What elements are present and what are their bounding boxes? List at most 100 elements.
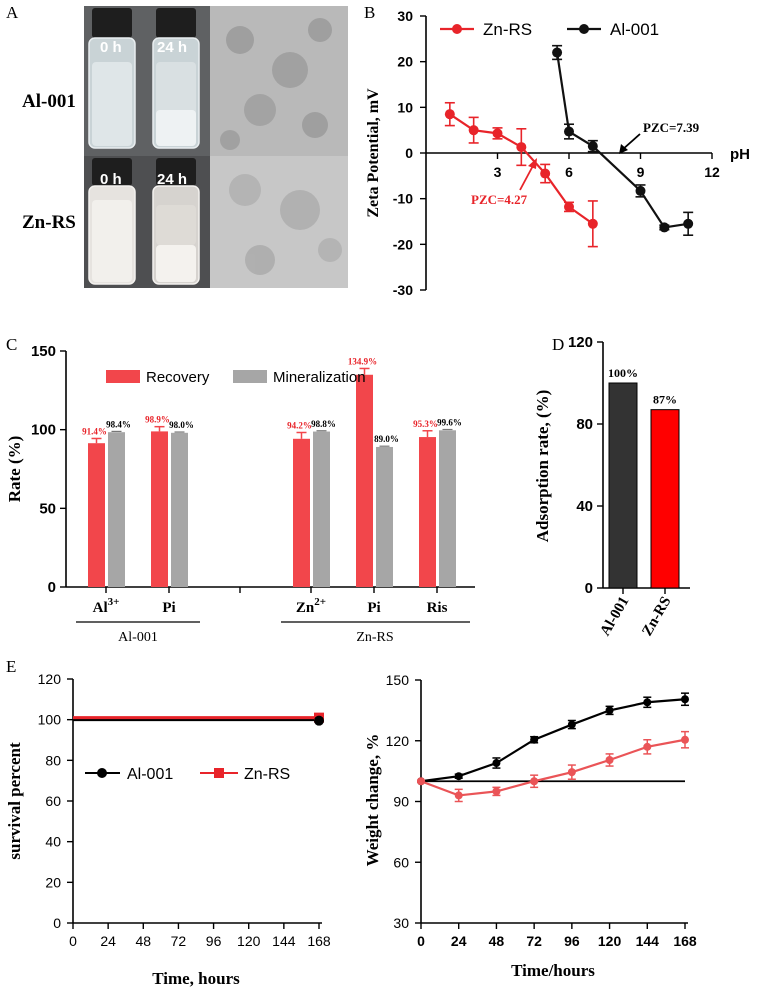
x-tick-label: 144 (272, 933, 296, 949)
data-point (492, 759, 501, 768)
data-point (567, 768, 576, 777)
photo-panel: 0 h 24 h 0 h 24 h (84, 6, 348, 288)
y-tick-label: -20 (393, 236, 413, 252)
panel-label-b: B (364, 3, 375, 22)
x-tick-label: 168 (673, 933, 697, 949)
x-tick-label: 0 (69, 933, 77, 949)
legend-label: Zn-RS (483, 20, 532, 39)
x-tick-label: 24 (100, 933, 116, 949)
data-point (530, 735, 539, 744)
data-point (530, 777, 539, 786)
x-tick-label: Pi (367, 600, 380, 616)
data-point (567, 720, 576, 729)
legend-marker-al001 (97, 768, 107, 778)
x-tick-label: 72 (171, 933, 187, 949)
y-tick-label: 30 (393, 915, 409, 931)
x-tick-label: Al3+ (93, 596, 120, 616)
y-tick-label: 120 (38, 671, 62, 687)
bar-recovery (151, 431, 168, 587)
y-axis-label: Rate (%) (5, 436, 24, 503)
bar-mineralization (171, 432, 188, 587)
data-point (492, 128, 503, 139)
data-point (659, 222, 670, 233)
time-label-0h-bottom: 0 h (100, 171, 122, 188)
value-label-mineralization: 98.8% (311, 419, 336, 429)
group-label-znrs: Zn-RS (356, 630, 393, 645)
bar-recovery (293, 438, 310, 587)
value-label-recovery: 98.9% (145, 415, 170, 425)
value-label: 100% (608, 366, 638, 380)
legend-marker (452, 24, 462, 34)
y-tick-label: 0 (405, 145, 413, 161)
series-line-al-001 (555, 52, 689, 229)
bar-recovery (419, 437, 436, 587)
vial-znrs-24h (152, 158, 200, 285)
vial-znrs-0h (88, 158, 136, 285)
y-tick-label: 100 (38, 712, 62, 728)
y-tick-label: 10 (397, 99, 413, 115)
pzc-arrowhead-znrs (528, 158, 537, 169)
x-tick-label: 72 (526, 933, 542, 949)
y-tick-label: 60 (45, 793, 61, 809)
legend-label-mineralization: Mineralization (273, 369, 366, 386)
legend-swatch-recovery (106, 370, 140, 383)
value-label-recovery: 95.3% (413, 419, 438, 429)
y-axis-label: Zeta Potential, mV (365, 88, 382, 218)
data-point-al001 (314, 715, 324, 726)
x-tick-label: Zn-RS (639, 594, 674, 639)
weight-change-chart: 30 60 90 120 150 0 24 48 72 96 120 144 168 Time/hours… (363, 672, 697, 980)
x-tick-label: 48 (135, 933, 151, 949)
y-tick-label: -10 (393, 191, 413, 207)
data-point (683, 218, 694, 229)
y-tick-label: 100 (31, 422, 56, 439)
bar-mineralization (108, 432, 125, 587)
x-tick-label: 144 (636, 933, 660, 949)
x-axis-label: Time, hours (152, 969, 240, 988)
data-point (681, 735, 689, 744)
pzc-label-znrs: PZC=4.27 (471, 192, 528, 207)
bar-mineralization (313, 431, 330, 587)
time-label-24h-bottom: 24 h (157, 171, 187, 188)
y-tick-label: 30 (397, 8, 413, 24)
data-point (516, 142, 527, 153)
y-axis-label: survival percent (5, 742, 24, 860)
value-label: 87% (653, 393, 677, 407)
x-tick-label: 0 (417, 933, 425, 949)
data-point (587, 218, 598, 229)
value-label-recovery: 91.4% (82, 426, 107, 436)
time-label-0h-top: 0 h (100, 39, 122, 56)
bar-mineralization (376, 446, 393, 587)
x-tick-label: 120 (237, 933, 261, 949)
time-label-24h-top: 24 h (157, 39, 187, 56)
x-tick-label: 48 (489, 933, 505, 949)
x-axis-label: pH (730, 146, 750, 163)
legend-marker-znrs (214, 768, 224, 778)
x-tick-label: 24 (451, 933, 467, 949)
data-point (605, 706, 614, 715)
data-point (564, 201, 574, 212)
value-label-mineralization: 98.4% (106, 419, 131, 429)
legend-label-al001: Al-001 (127, 766, 173, 783)
tem-image-znrs (210, 156, 348, 288)
y-tick-label: 20 (45, 874, 61, 890)
data-point (635, 185, 646, 196)
legend-swatch-mineralization (233, 370, 267, 383)
bar-mineralization (439, 430, 456, 587)
y-tick-label: 120 (568, 334, 593, 351)
y-tick-label: 60 (393, 854, 409, 870)
y-tick-label: 50 (39, 500, 56, 517)
x-tick-label: 120 (598, 933, 622, 949)
y-tick-label: 80 (576, 416, 593, 433)
x-tick-label: 168 (307, 933, 331, 949)
rate-bar-chart: 0 50 100 150 Rate (%) 91.4%98.4% Al3+ 98.9%98.0… (5, 343, 475, 645)
legend-label-recovery: Recovery (146, 369, 210, 386)
x-tick-label: 96 (564, 933, 580, 949)
tem-texture (220, 18, 342, 275)
y-tick-label: 120 (386, 733, 410, 749)
data-point (492, 787, 501, 796)
x-tick-label: Zn2+ (296, 596, 326, 616)
legend-marker (579, 24, 589, 34)
y-tick-label: 90 (393, 794, 409, 810)
x-tick-label: 6 (565, 164, 573, 180)
